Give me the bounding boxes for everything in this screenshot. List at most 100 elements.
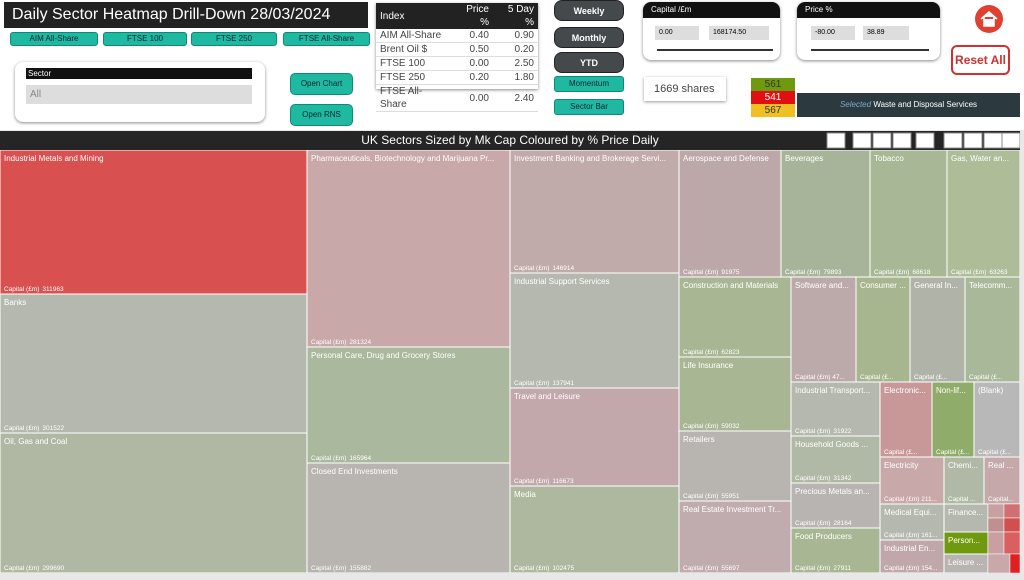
capital-value: 311963 [42,286,64,293]
cell: AIM All-Share [380,30,442,41]
button[interactable]: Open RNS [290,104,353,126]
tile-bg [0,150,307,294]
tile[interactable]: Tobacco Capital (£m) 68618 [870,150,947,277]
visual-title: UK Sectors Sized by Mk Cap Coloured by %… [0,131,1020,150]
tile[interactable]: Person... [944,532,988,554]
tile[interactable]: Banks Capital (£m) 301522 [0,294,307,433]
tile[interactable]: Real ... Capital... [984,457,1020,504]
tile-bg [856,277,910,382]
tile[interactable]: Travel and Leisure Capital (£m) 116673 [510,388,679,486]
tile[interactable]: Oil, Gas and Coal Capital (£m) 299690 [0,433,307,573]
tile[interactable]: Pharmaceuticals, Biotechnology and Marij… [307,150,510,347]
tile-name: Telecomm... [969,281,1012,290]
tile[interactable]: Retailers Capital (£m) 55951 [679,431,791,501]
tile-capital: Capital (£m) 79893 [785,269,842,276]
tile-capital: Capital (£m) 155882 [311,565,371,572]
tile[interactable]: Medical Equi... Capital (£m) 161... [880,504,944,540]
capital-label: Capital (£m) [683,349,718,356]
tile-bg [679,431,791,501]
reset-button[interactable]: Reset All [951,45,1010,75]
tile[interactable]: Real Estate Investment Tr... Capital (£m)… [679,501,791,573]
tile[interactable]: Beverages Capital (£m) 79893 [781,150,870,277]
cell: 0.40 [469,30,489,41]
index-button[interactable]: AIM All-Share [10,32,98,46]
capital-value: 102475 [552,565,574,572]
tile-small [987,531,1005,555]
tile-name: Oil, Gas and Coal [4,437,67,446]
tile[interactable]: Industrial Support Services Capital (£m) 1… [510,273,679,388]
button[interactable]: Monthly [554,27,624,48]
tile-bg [791,528,880,573]
tile[interactable]: Closed End Investments Capital (£m) 155882 [307,463,510,573]
tile[interactable]: Life Insurance Capital (£m) 59032 [679,357,791,431]
cell: 1.80 [514,72,534,83]
tile[interactable]: Consumer ... Capital (£... [856,277,910,382]
tile-capital: Capital (£m) 28164 [795,520,852,527]
capital-label: Capital (£m) [951,269,986,276]
tile-bg [781,150,870,277]
index-button[interactable]: FTSE 100 [103,32,187,46]
tile[interactable]: Leisure ... [944,554,988,573]
tile[interactable]: Personal Care, Drug and Grocery Stores Ca… [307,347,510,463]
tile[interactable]: Industrial Metals and Mining Capital (£m)… [0,150,307,294]
capital-value: 55697 [721,565,739,572]
count: 567 [751,104,795,117]
capital-slicer: Capital /£m 0.00 168174.50 [643,2,780,60]
tile[interactable]: Construction and Materials Capital (£m) 62… [679,277,791,357]
tile[interactable]: Finance... [944,504,988,532]
slicer-label: Sector [26,68,252,79]
tile[interactable]: General In... Capital (£... [910,277,965,382]
tile[interactable]: Software and... Capital (£m) 47... [791,277,856,382]
tile-bg [510,150,679,273]
cell: 2.50 [514,58,534,69]
tile[interactable]: Gas, Water an... Capital (£m) 63263 [947,150,1020,277]
tile-capital: Capital (£m) 68618 [874,269,931,276]
cell: 0.00 [469,58,489,69]
tile[interactable]: Telecomm... Capital (£... [965,277,1020,382]
tile[interactable]: Food Producers Capital (£m) 27911 [791,528,880,573]
input[interactable]: 38.89 [863,26,909,40]
cell: FTSE 250 [380,72,426,83]
tile-small [987,503,1005,519]
tile[interactable]: Chemi... Capital ... [944,457,984,504]
tile[interactable]: Aerospace and Defense Capital (£m) 91975 [679,150,781,277]
index-button[interactable]: FTSE 250 [191,32,277,46]
tile[interactable]: Media Capital (£m) 102475 [510,486,679,573]
cell: 0.90 [514,30,534,41]
capital-label: Capital (£m) [311,339,346,346]
button[interactable]: YTD [554,52,624,73]
count: 541 [751,91,795,104]
input[interactable]: 0.00 [655,26,699,40]
tile-bg [880,382,932,457]
button[interactable]: Sector Bar [554,99,624,115]
tile[interactable]: Precious Metals an... Capital (£m) 28164 [791,483,880,528]
slider[interactable] [657,49,773,51]
column-header: 5 Day % [507,4,534,28]
tile[interactable]: Household Goods ... Capital (£m) 31342 [791,436,880,483]
tile[interactable]: Electricity Capital (£m) 211... [880,457,944,504]
tile[interactable]: Industrial Transport... Capital (£m) 31922 [791,382,880,436]
tile[interactable]: Non-lif... Capital (£... [932,382,974,457]
tile-capital: Capital (£... [914,374,947,381]
tile-bg [510,273,679,388]
button[interactable]: Weekly [554,0,624,21]
cell: Brent Oil $ [380,44,428,55]
tile-name: Household Goods ... [795,440,868,449]
tile-capital: Capital (£m) 55697 [683,565,740,572]
tile[interactable]: Electronic... Capital (£... [880,382,932,457]
column-header: Price % [466,4,489,28]
tile[interactable]: Investment Banking and Brokerage Servi..… [510,150,679,273]
input[interactable]: -80.00 [811,26,855,40]
slider[interactable] [811,49,929,51]
capital-label: Capital (£m) [795,475,830,482]
tile[interactable]: Industrial En... Capital (£m) 154... [880,540,944,573]
button[interactable]: Open Chart [290,73,353,95]
tile-name: Life Insurance [683,361,734,370]
input[interactable]: 168174.50 [709,26,769,40]
index-button[interactable]: FTSE All-Share [283,32,370,46]
tile[interactable]: (Blank) Capital (£... [974,382,1020,457]
button[interactable]: Momentum [554,76,624,92]
home-icon[interactable] [974,4,1004,34]
dropdown[interactable]: All [26,85,252,104]
capital-value: 28164 [833,520,851,527]
